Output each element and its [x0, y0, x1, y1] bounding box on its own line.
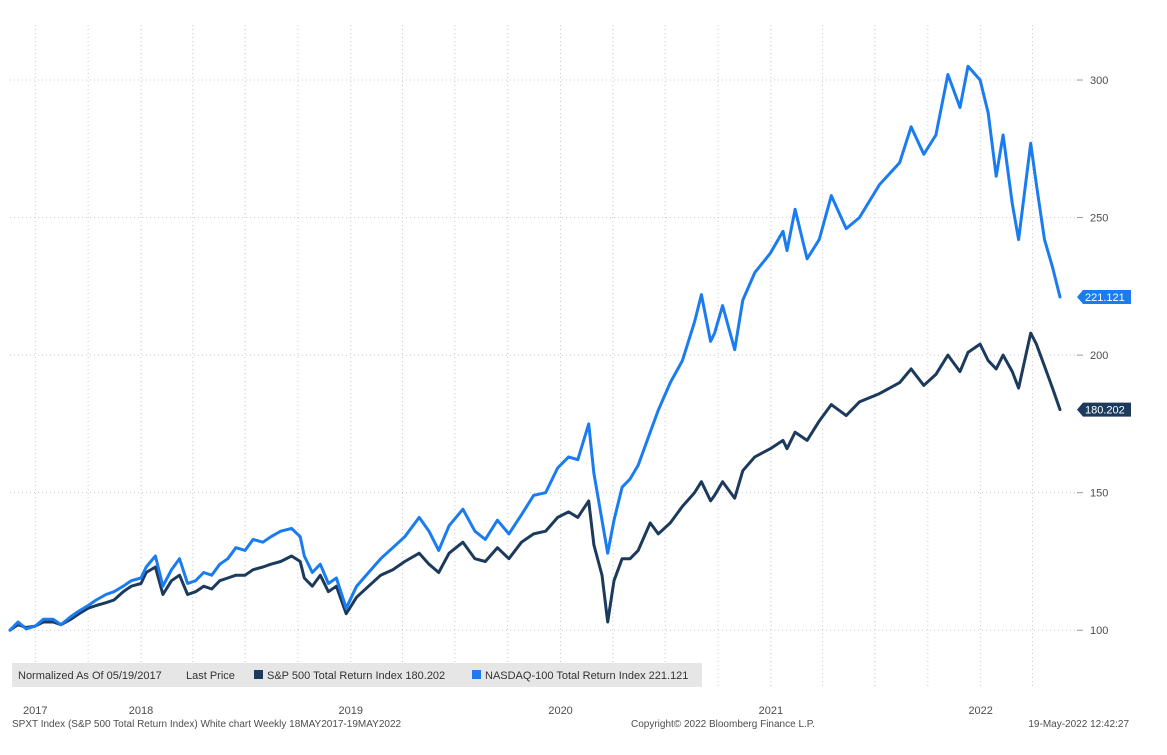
legend: Normalized As Of 05/19/2017 Last Price S… [12, 663, 702, 687]
footer-timestamp-text: 19-May-2022 12:42:27 [1028, 719, 1129, 730]
x-axis: 2017 2018 2019 2020 2021 2022 [23, 705, 993, 717]
y-tick-label: 300 [1090, 75, 1108, 87]
legend-last-price-label: Last Price [186, 670, 235, 682]
y-axis: 100 150 200 250 300 180.202 221.121 [1077, 75, 1131, 637]
legend-label-nasdaq100: NASDAQ-100 Total Return Index 221.121 [485, 670, 688, 682]
legend-swatch-sp500 [254, 670, 263, 679]
legend-swatch-nasdaq100 [472, 670, 481, 679]
x-tick-label: 2017 [23, 705, 47, 717]
x-tick-label: 2020 [548, 705, 572, 717]
y-tick-label: 100 [1090, 625, 1108, 637]
series-line-sp500 [8, 331, 1062, 632]
x-tick-label: 2018 [129, 705, 153, 717]
legend-label-sp500: S&P 500 Total Return Index 180.202 [267, 670, 445, 682]
x-tick-label: 2022 [968, 705, 992, 717]
last-value-label: 221.121 [1085, 292, 1125, 304]
last-value-tag [1077, 402, 1131, 417]
y-tick-label: 200 [1090, 350, 1108, 362]
y-tick-label: 150 [1090, 488, 1108, 500]
x-tick-label: 2019 [339, 705, 363, 717]
last-value-tag [1077, 290, 1131, 305]
x-tick-label: 2021 [759, 705, 783, 717]
series-line-nasdaq100 [8, 64, 1062, 632]
grid [10, 25, 1077, 688]
footer-copyright-text: Copyright© 2022 Bloomberg Finance L.P. [631, 719, 815, 730]
series-lines [8, 64, 1062, 632]
legend-normalized-label: Normalized As Of 05/19/2017 [18, 670, 162, 682]
footer-left-text: SPXT Index (S&P 500 Total Return Index) … [12, 719, 402, 730]
y-tick-label: 250 [1090, 213, 1108, 225]
last-value-label: 180.202 [1085, 405, 1125, 417]
legend-background [12, 663, 702, 687]
footer: SPXT Index (S&P 500 Total Return Index) … [12, 719, 1129, 730]
